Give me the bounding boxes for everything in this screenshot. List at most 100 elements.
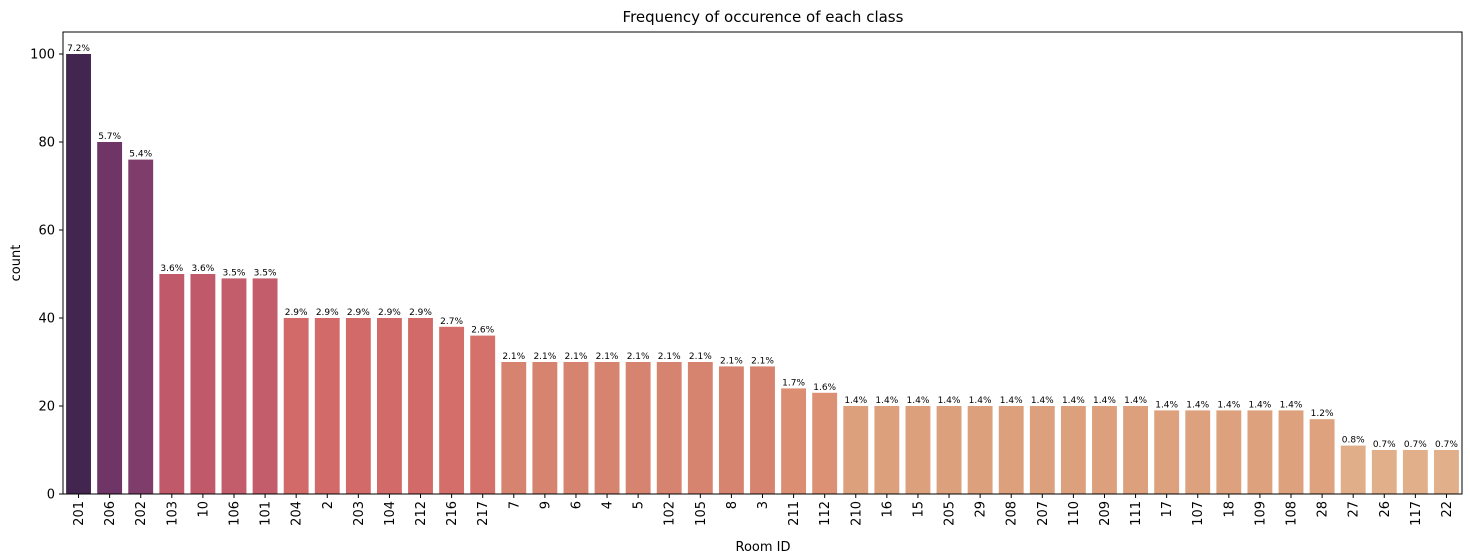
x-axis: 201 206 202 103 10 106 101 204 2 203 104 212 216 217 7…	[72, 494, 1455, 526]
x-tick-label: 201	[72, 501, 87, 526]
x-tick-label: 212	[414, 501, 429, 526]
bar-value-label: 0.7%	[1435, 440, 1458, 450]
bar-4	[594, 362, 620, 494]
bar-value-label: 1.4%	[1217, 400, 1240, 410]
x-tick-label: 107	[1191, 501, 1206, 526]
x-tick-label: 216	[445, 501, 460, 526]
x-tick-label: 7	[507, 501, 522, 509]
y-tick-label: 0	[47, 488, 55, 503]
x-tick-label: 206	[103, 501, 118, 526]
bar-value-label: 2.9%	[378, 308, 401, 318]
bar-value-label: 1.6%	[813, 383, 836, 393]
bar-value-label: 5.7%	[98, 132, 121, 142]
bar-110	[1060, 406, 1086, 494]
bar-value-label: 5.4%	[129, 150, 152, 160]
bar-value-label: 1.4%	[938, 396, 961, 406]
x-tick-label: 208	[1005, 501, 1020, 526]
bar-105	[687, 362, 713, 494]
bar-206	[97, 142, 123, 494]
bar-value-label: 2.1%	[502, 352, 525, 362]
bar-value-label: 7.2%	[67, 44, 90, 54]
bar-value-label: 2.1%	[689, 352, 712, 362]
bar-216	[439, 326, 465, 494]
bar-value-label: 3.6%	[191, 264, 214, 274]
bar-104	[377, 318, 402, 494]
bar-202	[128, 159, 154, 494]
x-tick-label: 207	[1036, 501, 1051, 526]
x-tick-label: 210	[849, 501, 864, 526]
bar-5	[625, 362, 651, 494]
x-tick-label: 102	[663, 501, 678, 526]
x-tick-label: 205	[943, 501, 958, 526]
x-tick-label: 18	[1222, 501, 1237, 518]
bar-value-label: 1.4%	[844, 396, 867, 406]
bar-value-label: 1.4%	[1124, 396, 1147, 406]
bar-203	[345, 318, 371, 494]
bar-value-label: 3.6%	[160, 264, 183, 274]
bar-value-label: 1.4%	[969, 396, 992, 406]
bar-value-label: 2.9%	[347, 308, 370, 318]
bar-29	[967, 406, 993, 494]
bar-value-label: 2.7%	[440, 317, 463, 327]
x-tick-label: 217	[476, 501, 491, 526]
bar-10	[190, 274, 216, 494]
bar-value-label: 1.4%	[1155, 400, 1178, 410]
bar-value-label: 2.1%	[596, 352, 619, 362]
bar-value-label: 2.1%	[627, 352, 650, 362]
x-tick-label: 104	[383, 501, 398, 526]
bar-value-label: 1.4%	[1280, 400, 1303, 410]
x-tick-label: 3	[756, 501, 771, 509]
bar-value-label: 1.4%	[1031, 396, 1054, 406]
x-tick-label: 112	[818, 501, 833, 526]
bar-value-label: 1.7%	[782, 378, 805, 388]
x-tick-label: 111	[1129, 501, 1144, 526]
y-tick-label: 20	[38, 400, 55, 415]
bar-111	[1123, 406, 1148, 494]
x-tick-label: 108	[1285, 501, 1300, 526]
x-tick-label: 2	[321, 501, 336, 509]
bar-value-label: 2.1%	[658, 352, 681, 362]
bar-value-label: 2.1%	[751, 356, 774, 366]
x-tick-label: 203	[352, 501, 367, 526]
x-tick-label: 110	[1067, 501, 1082, 526]
bar-207	[1029, 406, 1055, 494]
bar-value-label: 1.4%	[907, 396, 930, 406]
bar-201	[66, 54, 91, 494]
bar-value-label: 1.4%	[875, 396, 898, 406]
x-tick-label: 10	[196, 501, 211, 518]
bar-26	[1371, 450, 1397, 494]
bars-group	[66, 54, 1459, 494]
bar-15	[905, 406, 931, 494]
bar-102	[656, 362, 682, 494]
y-axis: 0 20 40 60 80 100	[30, 48, 63, 503]
x-tick-label: 4	[601, 501, 616, 509]
x-tick-label: 6	[569, 501, 584, 509]
bar-value-label: 1.4%	[1248, 400, 1271, 410]
bar-value-label: 2.6%	[471, 326, 494, 336]
x-tick-label: 17	[1160, 501, 1175, 518]
x-tick-label: 202	[134, 501, 149, 526]
x-tick-label: 204	[290, 501, 305, 526]
bar-value-label: 2.1%	[533, 352, 556, 362]
x-tick-label: 209	[1098, 501, 1113, 526]
x-tick-label: 16	[880, 501, 895, 518]
y-tick-label: 60	[38, 224, 55, 239]
bar-106	[221, 278, 247, 494]
bar-value-label: 1.4%	[1062, 396, 1085, 406]
x-tick-label: 29	[974, 501, 989, 518]
bar-9	[532, 362, 558, 494]
bar-value-label: 2.9%	[285, 308, 308, 318]
bar-value-label: 0.7%	[1404, 440, 1427, 450]
x-tick-label: 28	[1316, 501, 1331, 518]
x-tick-label: 211	[787, 501, 802, 526]
bar-value-label: 2.1%	[565, 352, 588, 362]
x-tick-label: 105	[694, 501, 709, 526]
bar-27	[1340, 445, 1366, 494]
x-tick-label: 103	[165, 501, 180, 526]
bar-208	[998, 406, 1024, 494]
bar-value-label: 1.4%	[1000, 396, 1023, 406]
bar-18	[1216, 410, 1242, 494]
bar-2	[314, 318, 340, 494]
bar-212	[408, 318, 433, 494]
